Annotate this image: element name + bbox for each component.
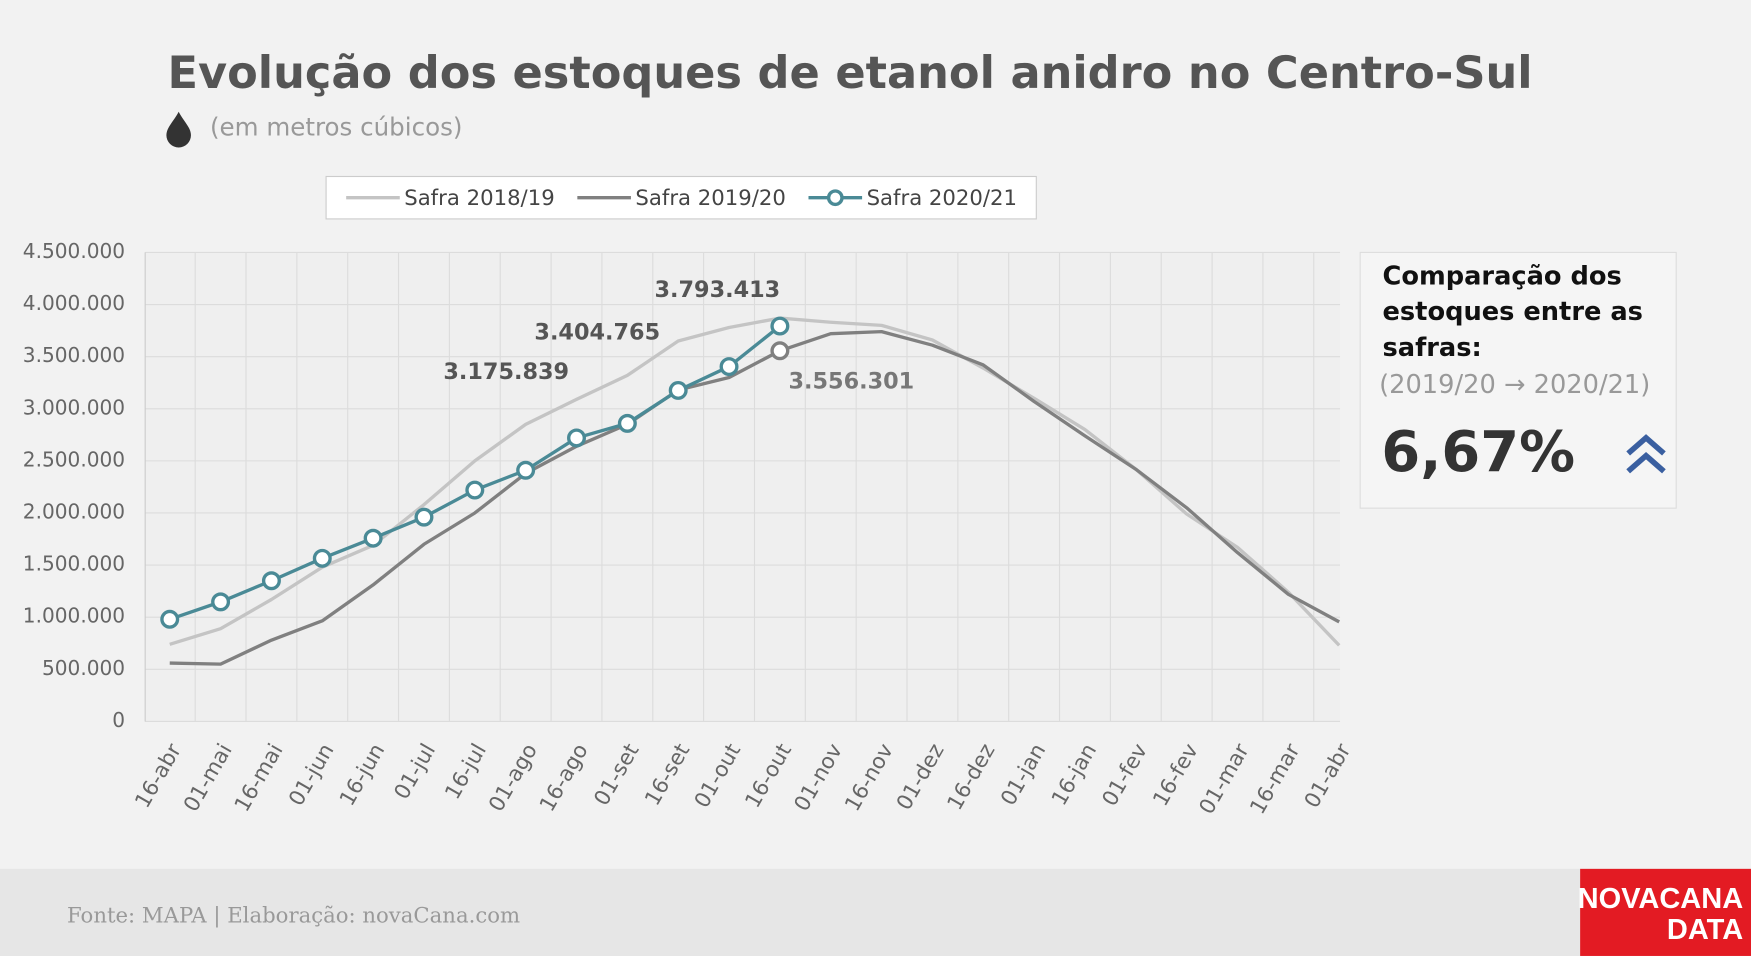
y-tick-label: 4.000.000 (23, 291, 125, 315)
point-marker (617, 413, 637, 433)
plot-area (145, 252, 1341, 722)
comparison-title: estoques entre as (1382, 297, 1642, 327)
point-marker (668, 380, 688, 400)
point-marker (261, 571, 281, 591)
series-line (169, 329, 1340, 666)
drop-icon (166, 111, 191, 148)
logo-text: DATA (1667, 914, 1743, 946)
legend-box (325, 175, 1037, 220)
legend-label: Safra 2020/21 (867, 186, 1017, 211)
y-tick-label: 1.500.000 (23, 552, 125, 576)
point-marker (719, 357, 739, 377)
legend-marker (826, 189, 844, 207)
point-marker (211, 592, 231, 612)
data-label: 3.793.413 (654, 277, 780, 303)
logo-text: NOVACANA (1578, 883, 1744, 915)
y-tick-label: 3.000.000 (23, 395, 125, 419)
point-marker (770, 341, 790, 361)
data-label: 3.556.301 (789, 369, 915, 395)
point-marker (414, 507, 434, 527)
y-tick-label: 500.000 (42, 656, 125, 680)
legend-label: Safra 2018/19 (404, 186, 554, 211)
y-tick-label: 3.500.000 (23, 343, 125, 367)
point-marker (160, 609, 180, 629)
comparison-box (1359, 251, 1677, 509)
y-tick-label: 0 (112, 708, 125, 732)
footer-band (0, 868, 1751, 956)
chart-subtitle: (em metros cúbicos) (210, 112, 463, 141)
comparison-subtitle: (2019/20 → 2020/21) (1379, 370, 1650, 400)
point-marker (363, 528, 383, 548)
point-marker (567, 428, 586, 448)
chart-title: Evolução dos estoques de etanol anidro n… (168, 47, 1533, 99)
data-label: 3.404.765 (534, 320, 660, 346)
legend-label: Safra 2019/20 (635, 186, 785, 211)
point-marker (465, 480, 485, 500)
point-marker (312, 548, 332, 568)
footer-source: Fonte: MAPA | Elaboração: novaCana.com (67, 903, 520, 928)
comparison-title: Comparação dos (1382, 261, 1621, 291)
comparison-title: safras: (1382, 333, 1481, 363)
y-tick-label: 2.000.000 (23, 499, 125, 523)
y-tick-label: 1.000.000 (23, 604, 125, 628)
point-marker (770, 316, 790, 336)
y-tick-label: 2.500.000 (23, 447, 125, 471)
y-tick-label: 4.500.000 (23, 239, 125, 263)
data-label: 3.175.839 (443, 359, 569, 385)
comparison-value: 6,67% (1381, 420, 1575, 485)
up-icon (1626, 434, 1666, 474)
point-marker (516, 460, 536, 480)
logo-box (1580, 868, 1751, 956)
